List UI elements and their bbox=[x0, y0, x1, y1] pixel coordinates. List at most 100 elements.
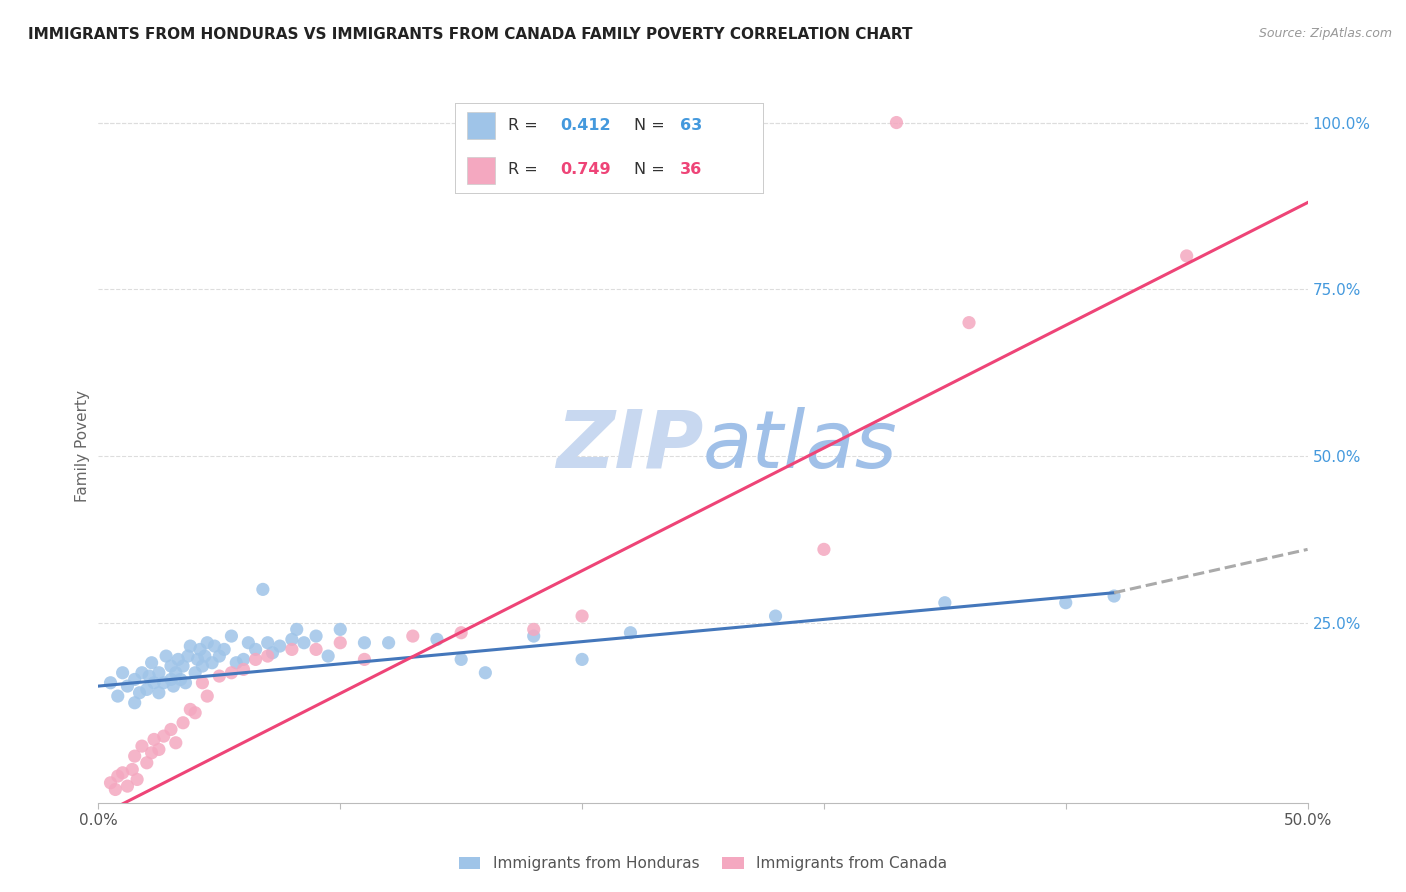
Point bbox=[316, 649, 339, 664]
Point bbox=[245, 652, 267, 666]
Point bbox=[143, 675, 166, 690]
Point bbox=[111, 665, 134, 680]
Point bbox=[184, 706, 207, 720]
Point bbox=[117, 779, 139, 793]
Point bbox=[160, 723, 183, 737]
Point bbox=[619, 625, 641, 640]
Point bbox=[162, 679, 184, 693]
Point bbox=[329, 636, 352, 650]
Point bbox=[1175, 249, 1198, 263]
Point bbox=[221, 665, 243, 680]
Point bbox=[124, 696, 146, 710]
Point bbox=[179, 702, 201, 716]
Point bbox=[100, 675, 122, 690]
Point bbox=[167, 652, 190, 666]
Text: Source: ZipAtlas.com: Source: ZipAtlas.com bbox=[1258, 27, 1392, 40]
Y-axis label: Family Poverty: Family Poverty bbox=[75, 390, 90, 502]
Point bbox=[523, 629, 546, 643]
Point bbox=[402, 629, 425, 643]
Point bbox=[141, 656, 163, 670]
Point bbox=[165, 665, 187, 680]
Point bbox=[377, 636, 399, 650]
Point bbox=[177, 649, 200, 664]
Point bbox=[107, 769, 129, 783]
Point bbox=[934, 596, 956, 610]
Point bbox=[135, 682, 157, 697]
Point bbox=[165, 736, 187, 750]
Point bbox=[281, 632, 304, 647]
Point bbox=[195, 636, 218, 650]
Point bbox=[124, 749, 146, 764]
Point bbox=[232, 652, 254, 666]
Point bbox=[269, 639, 291, 653]
Text: IMMIGRANTS FROM HONDURAS VS IMMIGRANTS FROM CANADA FAMILY POVERTY CORRELATION CH: IMMIGRANTS FROM HONDURAS VS IMMIGRANTS F… bbox=[28, 27, 912, 42]
Point bbox=[187, 652, 209, 666]
Point bbox=[571, 609, 593, 624]
Point bbox=[188, 642, 211, 657]
Point bbox=[155, 649, 177, 664]
Point bbox=[128, 686, 150, 700]
Point bbox=[131, 739, 153, 753]
Point bbox=[450, 625, 472, 640]
Point bbox=[141, 746, 163, 760]
Legend: Immigrants from Honduras, Immigrants from Canada: Immigrants from Honduras, Immigrants fro… bbox=[453, 850, 953, 877]
Point bbox=[184, 665, 207, 680]
Point bbox=[957, 316, 980, 330]
Point bbox=[195, 689, 218, 703]
Point bbox=[100, 776, 122, 790]
Point bbox=[292, 636, 315, 650]
Point bbox=[252, 582, 274, 597]
Point bbox=[148, 686, 170, 700]
Point bbox=[160, 673, 183, 687]
Point bbox=[305, 642, 328, 657]
Point bbox=[523, 623, 546, 637]
Point bbox=[571, 652, 593, 666]
Point bbox=[232, 662, 254, 676]
Point bbox=[172, 715, 194, 730]
Point bbox=[245, 642, 267, 657]
Point bbox=[285, 623, 308, 637]
Point bbox=[127, 772, 149, 787]
Text: atlas: atlas bbox=[703, 407, 898, 485]
Point bbox=[117, 679, 139, 693]
Point bbox=[148, 665, 170, 680]
Point bbox=[238, 636, 260, 650]
Point bbox=[143, 732, 166, 747]
Point bbox=[172, 659, 194, 673]
Point bbox=[152, 675, 174, 690]
Point bbox=[194, 649, 217, 664]
Point bbox=[208, 669, 231, 683]
Point bbox=[131, 665, 153, 680]
Point bbox=[450, 652, 472, 666]
Point bbox=[813, 542, 835, 557]
Point bbox=[135, 756, 157, 770]
Point bbox=[107, 689, 129, 703]
Point bbox=[1054, 596, 1077, 610]
Point bbox=[174, 675, 197, 690]
Point bbox=[886, 115, 908, 129]
Point bbox=[256, 636, 278, 650]
Point bbox=[305, 629, 328, 643]
Point bbox=[426, 632, 449, 647]
Point bbox=[329, 623, 352, 637]
Point bbox=[1102, 589, 1125, 603]
Point bbox=[353, 636, 375, 650]
Point bbox=[191, 675, 214, 690]
Point bbox=[204, 639, 226, 653]
Point bbox=[104, 782, 127, 797]
Point bbox=[179, 639, 201, 653]
Point bbox=[111, 765, 134, 780]
Text: ZIP: ZIP bbox=[555, 407, 703, 485]
Point bbox=[212, 642, 235, 657]
Point bbox=[765, 609, 787, 624]
Point bbox=[121, 763, 143, 777]
Point bbox=[138, 669, 160, 683]
Point bbox=[152, 729, 174, 743]
Point bbox=[256, 649, 278, 664]
Point bbox=[208, 649, 231, 664]
Point bbox=[148, 742, 170, 756]
Point bbox=[201, 656, 224, 670]
Point bbox=[191, 659, 214, 673]
Point bbox=[160, 659, 183, 673]
Point bbox=[281, 642, 304, 657]
